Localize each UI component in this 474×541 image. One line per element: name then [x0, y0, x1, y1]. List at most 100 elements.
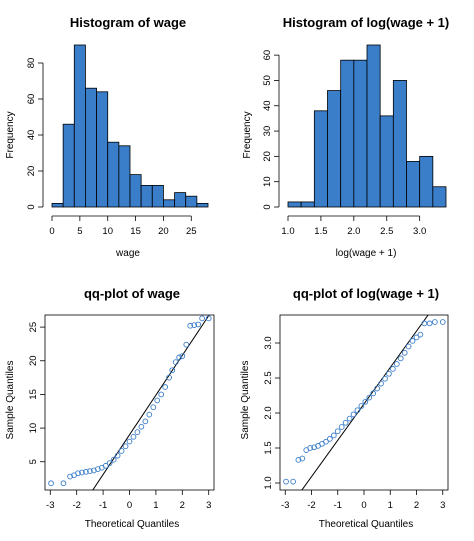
x-axis-label: wage	[115, 248, 140, 259]
x-tick-label: -1	[99, 500, 107, 511]
sample-point	[118, 448, 125, 454]
x-tick-label: 3.0	[413, 226, 426, 237]
sample-point	[187, 322, 194, 329]
y-axis-label: Frequency	[242, 111, 253, 158]
histogram-bar	[287, 201, 302, 208]
x-tick-label: 0	[361, 500, 366, 511]
x-tick-label: 3	[440, 500, 445, 511]
y-tick-label: 80	[26, 58, 37, 69]
sample-point	[413, 334, 420, 341]
y-tick-label: 60	[26, 94, 37, 105]
sample-point	[191, 322, 198, 328]
sample-point	[122, 443, 129, 450]
histogram-bar	[85, 87, 97, 208]
histogram-bar	[62, 123, 75, 208]
histogram-bar	[340, 59, 355, 208]
x-tick-label: 5	[77, 226, 82, 237]
y-axis-label: Sample Quantiles	[5, 361, 16, 440]
y-tick-label: 1.0	[263, 476, 274, 489]
chart-title: Histogram of log(wage + 1)	[283, 15, 450, 30]
chart-title: qq-plot of log(wage + 1)	[293, 286, 439, 301]
sample-point	[342, 419, 349, 426]
sample-point	[179, 353, 186, 359]
y-tick-label: 10	[28, 423, 39, 434]
x-tick-label: -3	[281, 500, 289, 511]
sample-point	[358, 403, 365, 409]
panel-qqplot-logwage: qq-plot of log(wage + 1) Theoretical Qua…	[240, 286, 449, 530]
histogram-bar	[185, 195, 198, 208]
x-tick-label: -2	[72, 500, 80, 511]
sample-point	[183, 341, 190, 348]
x-tick-label: 1	[388, 500, 393, 511]
y-tick-label: 25	[28, 322, 39, 333]
sample-point	[199, 315, 205, 322]
x-tick-label: 3	[206, 500, 211, 511]
x-tick-label: -1	[334, 500, 342, 511]
x-axis-label: Theoretical Quantiles	[85, 519, 180, 530]
sample-point	[405, 343, 412, 350]
sample-point	[166, 374, 172, 381]
sample-point	[150, 404, 157, 411]
x-tick-label: 1.5	[314, 226, 327, 237]
sample-point	[307, 445, 314, 451]
y-tick-label: 15	[28, 389, 39, 400]
sample-point	[401, 349, 408, 356]
sample-point	[283, 478, 289, 485]
sample-point	[91, 467, 97, 474]
sample-point	[390, 366, 396, 372]
sample-point	[205, 315, 212, 322]
sample-point	[146, 411, 153, 418]
y-tick-label: 60	[262, 50, 273, 61]
y-tick-label: 2.5	[263, 371, 274, 384]
y-tick-label: 30	[262, 126, 273, 137]
sample-point	[79, 469, 85, 476]
sample-point	[48, 480, 54, 487]
sample-point	[142, 418, 149, 425]
y-tick-label: 50	[262, 75, 273, 86]
sample-point	[421, 320, 428, 327]
chart-title: qq-plot of wage	[84, 286, 180, 301]
histogram-bar	[107, 141, 120, 208]
histogram-bar	[174, 192, 187, 208]
sample-point	[106, 460, 113, 466]
panel-qqplot-wage: qq-plot of wage Theoretical Quantiles Sa…	[5, 286, 215, 530]
histogram-bar	[353, 59, 368, 208]
chart-title: Histogram of wage	[70, 15, 186, 30]
y-tick-label: 2.0	[263, 406, 274, 419]
histogram-bar	[313, 110, 328, 208]
sample-point	[126, 438, 133, 445]
sample-point	[290, 478, 296, 485]
sample-point	[370, 390, 377, 397]
sample-point	[323, 438, 329, 445]
histogram-bar	[51, 202, 64, 208]
sample-point	[327, 436, 333, 442]
x-tick-label: 10	[102, 226, 113, 237]
histogram-bar	[379, 115, 394, 208]
y-tick-label: 20	[26, 166, 37, 177]
x-tick-label: 1.0	[281, 226, 294, 237]
sample-point	[386, 370, 392, 377]
y-tick-label: 20	[28, 355, 39, 366]
reference-line	[92, 315, 210, 490]
x-tick-label: -2	[307, 500, 315, 511]
histogram-bar	[73, 44, 86, 208]
histogram-bar	[196, 202, 209, 208]
y-tick-label: 5	[28, 459, 39, 464]
sample-point	[426, 320, 433, 327]
sample-point	[299, 455, 306, 462]
sample-point	[158, 391, 165, 398]
x-tick-label: 2	[414, 500, 419, 511]
histogram-bar	[300, 201, 315, 208]
sample-point	[195, 321, 202, 328]
histogram-bar	[366, 44, 381, 208]
x-tick-label: 20	[158, 226, 169, 237]
sample-point	[417, 331, 424, 338]
sample-point	[346, 415, 353, 422]
x-axis-label: log(wage + 1)	[336, 248, 397, 259]
sample-point	[130, 433, 137, 440]
histogram-bar	[118, 145, 131, 208]
x-tick-label: 15	[130, 226, 141, 237]
sample-point	[114, 452, 121, 459]
x-tick-label: 0	[127, 500, 132, 511]
